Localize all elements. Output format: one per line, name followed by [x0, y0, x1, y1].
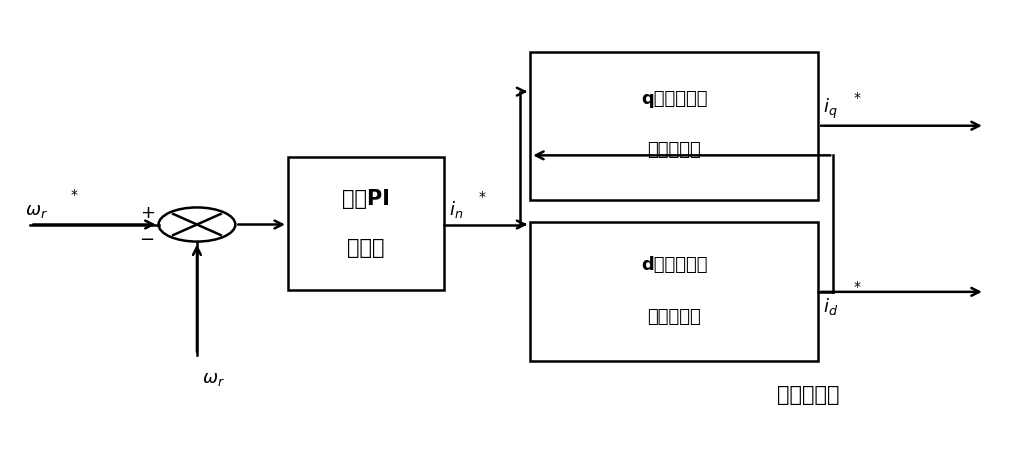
Text: −: − [139, 231, 155, 249]
Text: $*$: $*$ [70, 186, 78, 200]
Text: $\omega_r$: $\omega_r$ [25, 202, 48, 220]
Text: $*$: $*$ [478, 188, 486, 202]
Text: 指令发生器: 指令发生器 [777, 385, 839, 405]
Text: $*$: $*$ [853, 89, 862, 103]
Text: $i_d$: $i_d$ [823, 296, 838, 317]
Text: 拟合表达式: 拟合表达式 [647, 308, 701, 326]
Text: $i_q$: $i_q$ [823, 97, 837, 121]
Text: 调节器: 调节器 [347, 238, 385, 258]
Text: 速度PI: 速度PI [342, 189, 390, 209]
Text: $i_n$: $i_n$ [449, 199, 464, 220]
Text: 计算表达式: 计算表达式 [647, 141, 701, 159]
Bar [530, 222, 818, 361]
Text: $*$: $*$ [853, 278, 862, 292]
Text: $\omega_r$: $\omega_r$ [202, 370, 225, 388]
Bar [288, 157, 444, 290]
Bar [530, 52, 818, 200]
Text: +: + [139, 203, 155, 221]
Text: d轴电流指令: d轴电流指令 [641, 256, 707, 274]
Text: q轴电流指令: q轴电流指令 [641, 90, 707, 108]
